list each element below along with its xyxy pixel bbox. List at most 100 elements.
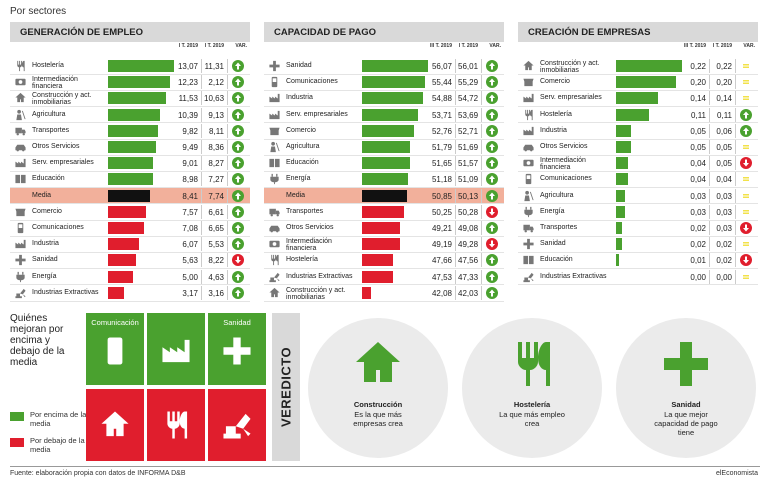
value-current: 0,05 <box>690 143 706 152</box>
panel-title: CAPACIDAD DE PAGO <box>264 22 504 42</box>
value-previous: 51,57 <box>458 159 479 169</box>
bar-mark <box>362 124 415 137</box>
table-row: Otros Servicios 9,49 8,36 <box>10 139 250 155</box>
column-separator <box>735 237 736 252</box>
verdict-circle: Hostelería La que más empleo crea <box>462 318 602 458</box>
value-current: 54,88 <box>431 94 452 104</box>
row-divider <box>518 251 758 253</box>
row-divider <box>264 284 504 286</box>
value-current: 9,49 <box>182 143 198 152</box>
value-previous: 0,02 <box>716 256 732 266</box>
value-previous: 0,04 <box>716 175 732 185</box>
legend-below-swatch <box>10 438 24 447</box>
value-previous: 49,08 <box>458 224 479 233</box>
column-separator <box>201 253 202 268</box>
value-current: 50,85 <box>431 191 452 201</box>
column-separator <box>455 204 456 219</box>
bar-mark <box>362 60 428 72</box>
panel-title: CREACIÓN DE EMPRESAS <box>518 22 758 42</box>
trend-up-icon <box>232 205 244 218</box>
trend-up-icon <box>232 270 244 283</box>
col-header-previous: I T. 2019 <box>204 43 224 49</box>
legend-above: Por encima de la media <box>10 410 90 430</box>
trend-up-icon <box>486 254 498 267</box>
trend-up-icon <box>486 76 498 89</box>
row-divider <box>10 219 250 221</box>
column-separator <box>201 123 202 138</box>
column-separator <box>709 269 710 284</box>
plug-icon <box>522 206 535 218</box>
verdict-circle: Construcción Es la que más empresas crea <box>308 318 448 458</box>
trend-up-icon <box>232 124 244 137</box>
table-row: Hostelería 13,07 11,31 <box>10 58 250 74</box>
table-row: Comercio 52,76 52,71 <box>264 123 504 139</box>
row-divider <box>518 138 758 140</box>
value-current: 49,21 <box>431 224 452 233</box>
trend-up-icon <box>232 157 244 170</box>
table-row: Transportes 0,02 0,03 <box>518 220 758 236</box>
excavator-icon <box>14 287 27 299</box>
table-row: Transportes 9,82 8,11 <box>10 123 250 139</box>
trend-up-icon <box>486 189 498 202</box>
value-previous: 0,02 <box>716 240 732 250</box>
panel-capacidad-pago: CAPACIDAD DE PAGO III T. 2019 I T. 2019 VAR… <box>264 22 504 302</box>
verdict-title: Sanidad <box>671 400 701 409</box>
column-separator <box>709 188 710 203</box>
phone-icon <box>522 173 535 185</box>
column-separator <box>227 156 228 171</box>
row-label: Energía <box>286 175 311 183</box>
bar-mark <box>362 108 419 121</box>
book-icon <box>268 157 281 169</box>
column-separator <box>227 123 228 138</box>
column-separator <box>481 91 482 106</box>
value-previous: 2,12 <box>208 78 224 88</box>
value-previous: 55,29 <box>458 78 479 88</box>
row-label: Agricultura <box>32 110 66 118</box>
column-separator <box>227 285 228 300</box>
column-separator <box>481 188 482 203</box>
column-separator <box>201 140 202 154</box>
value-current: 42,08 <box>431 288 452 298</box>
value-previous: 53,69 <box>458 110 479 120</box>
row-label: Transportes <box>32 126 70 134</box>
column-separator <box>201 59 202 73</box>
trend-down-icon <box>740 222 752 234</box>
trend-up-icon <box>486 270 498 283</box>
value-current: 0,02 <box>690 240 706 250</box>
row-divider <box>10 235 250 237</box>
column-separator <box>735 253 736 268</box>
media-row: Media 8,41 7,74 <box>10 188 250 204</box>
row-label: Construcción y act. inmobiliarias <box>540 60 600 74</box>
column-separator <box>735 221 736 235</box>
table-row: Educación 8,98 7,27 <box>10 171 250 187</box>
column-separator <box>201 237 202 252</box>
row-label: Construcción y act. inmobiliarias <box>286 286 346 301</box>
value-previous: 56,01 <box>458 62 479 71</box>
value-previous: 50,13 <box>458 191 479 201</box>
col-header-var: VAR. <box>489 43 501 49</box>
bar-mark <box>108 157 154 170</box>
row-label: Industrias Extractivas <box>286 272 353 280</box>
column-separator <box>227 253 228 268</box>
column-separator <box>455 172 456 187</box>
legend-below: Por debajo de la media <box>10 436 90 456</box>
value-previous: 0,11 <box>717 110 732 120</box>
bar-mark <box>362 141 411 153</box>
value-previous: 0,03 <box>716 224 732 233</box>
row-divider <box>518 219 758 221</box>
row-divider <box>518 73 758 75</box>
bar-mark <box>616 141 631 153</box>
trend-up-icon <box>232 286 244 299</box>
bar-mark <box>108 173 154 186</box>
value-previous: 0,22 <box>716 62 732 71</box>
column-headers: III T. 2019 I T. 2019 VAR. <box>264 42 504 56</box>
trend-equal-icon <box>740 206 752 218</box>
factory-icon <box>14 157 27 169</box>
money-icon <box>522 157 535 169</box>
table-row: Comercio 0,20 0,20 <box>518 74 758 90</box>
row-label: Otros Servicios <box>286 224 334 231</box>
bar-mark <box>616 254 619 267</box>
value-current: 3,17 <box>182 288 198 298</box>
value-current: 0,04 <box>690 175 706 185</box>
value-current: 0,22 <box>690 62 706 71</box>
